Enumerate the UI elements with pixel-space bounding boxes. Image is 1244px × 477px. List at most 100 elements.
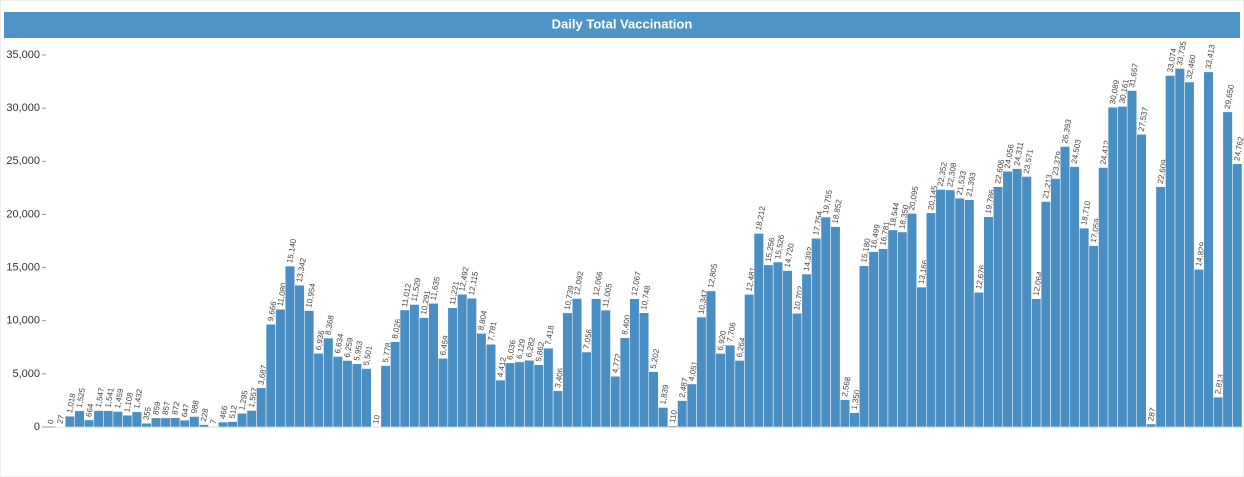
value-label: 7,418 [544,324,556,346]
value-label: 1,839 [658,383,670,405]
value-label: 6,459 [438,334,450,356]
value-label: 19,755 [821,189,834,215]
bar [122,414,133,428]
value-label: 7,706 [725,321,737,343]
value-label: 6,936 [314,329,326,351]
bar [1098,167,1109,428]
bar [1107,106,1118,428]
bar [256,387,267,428]
value-label: 1,295 [237,389,249,411]
value-label: 15,526 [773,233,786,259]
value-label: 1,541 [103,387,115,409]
value-label: 15,140 [285,238,298,264]
bar [84,419,95,428]
value-label: 512 [228,404,239,419]
bar [131,411,142,428]
value-label: 6,920 [716,329,728,351]
bar [150,417,162,428]
value-label: 12,115 [467,270,480,296]
bar [476,333,487,428]
value-label: 33,735 [1175,40,1188,66]
value-label: 1,557 [247,386,259,408]
bar [198,424,209,428]
value-label: 11,005 [601,282,614,308]
bar [1021,176,1032,428]
value-label: 18,710 [1079,200,1092,226]
bar [629,298,640,428]
value-label: 857 [161,400,172,415]
bar [323,337,334,428]
bar [677,400,688,428]
bar [1174,68,1185,428]
bar [945,189,956,428]
value-label: 24,503 [1070,138,1083,164]
value-label: 30,089 [1108,79,1121,105]
bar [1059,146,1071,428]
value-label: 8,026 [390,318,402,340]
value-label: 872 [170,400,181,415]
bar [284,265,296,428]
value-label: 0 [46,418,56,424]
bar [361,368,372,428]
bar [409,304,420,428]
value-label: 6,036 [505,339,517,361]
value-label: 15,256 [764,236,777,262]
bar [514,361,525,428]
value-label: 18,852 [831,198,844,224]
value-label: 27 [56,414,67,425]
bar [935,189,946,428]
bar [1146,423,1157,428]
value-label: 6,634 [333,332,345,354]
bar [1012,168,1023,428]
bar [992,186,1004,428]
bar [64,415,75,428]
bar [973,292,984,428]
bar [801,273,812,428]
value-label: 24,311 [1012,141,1025,167]
value-label: 6,264 [735,336,747,358]
bar [1069,166,1080,428]
value-label: 1,432 [132,388,144,410]
bar [811,238,822,428]
bar [390,341,401,428]
chart-title: Daily Total Vaccination [552,16,693,31]
bar [696,316,707,428]
value-label: 21,533 [955,170,968,196]
bar [533,364,544,428]
value-label: 1,547 [94,386,106,408]
bar [1193,269,1204,428]
y-tick-label: 30,000 [6,102,40,114]
bar [772,261,783,428]
value-label: 14,720 [783,242,796,268]
bar [1040,201,1051,428]
bar [705,290,717,428]
bar [1222,111,1233,428]
bar [1050,178,1061,428]
bar [916,286,927,428]
bar [763,264,774,428]
bar [1079,227,1090,428]
value-label: 8,804 [477,309,489,331]
value-label: 32,460 [1185,54,1198,80]
bar [744,294,755,428]
value-label: 664 [84,402,95,417]
bar [313,353,324,428]
bar [418,317,429,428]
value-label: 10 [371,414,382,425]
value-label: 11,635 [429,275,442,301]
bar [74,410,85,428]
value-label: 33,074 [1165,47,1178,73]
value-label: 18,212 [754,205,767,231]
bar [1136,134,1147,428]
bar [638,312,650,428]
value-label: 29,650 [1223,83,1236,109]
value-label: 10,748 [639,284,652,310]
bar [859,265,870,428]
value-label: 22,352 [936,161,949,187]
value-label: 466 [218,405,229,420]
value-label: 2,568 [840,376,852,398]
bar [1213,396,1224,428]
bar [562,312,573,428]
value-label: 4,772 [610,352,622,374]
